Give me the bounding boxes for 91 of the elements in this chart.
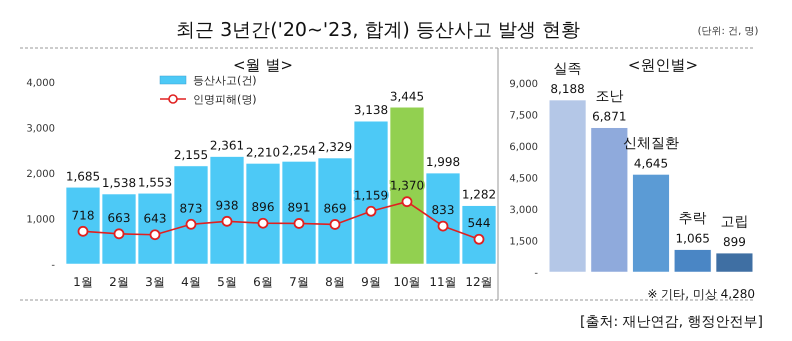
y-tick-label: 3,000 bbox=[509, 205, 538, 216]
data-label: 833 bbox=[432, 203, 454, 218]
point bbox=[186, 218, 196, 230]
x-tick-label: 8월 bbox=[325, 275, 345, 289]
point bbox=[474, 234, 484, 245]
x-tick-label: 9월 bbox=[361, 275, 381, 289]
y-tick-label: 4,000 bbox=[26, 78, 55, 89]
bar bbox=[318, 158, 352, 264]
y-tick-label: 4,500 bbox=[509, 174, 538, 184]
bar bbox=[174, 166, 208, 264]
y-tick-label: 2,000 bbox=[26, 169, 55, 180]
data-label: 899 bbox=[722, 235, 746, 250]
x-tick-label: 고립 bbox=[720, 214, 748, 230]
data-label: 1,553 bbox=[138, 175, 172, 190]
text: [출처: 재난연감, 행정안전부] bbox=[580, 314, 763, 330]
point bbox=[294, 218, 304, 229]
x-tick-label: 3월 bbox=[145, 275, 165, 289]
data-label: 1,282 bbox=[462, 188, 496, 202]
data-label: 2,254 bbox=[282, 143, 316, 158]
y-tick-label: 3,000 bbox=[26, 124, 55, 134]
data-label: 643 bbox=[144, 212, 166, 226]
point bbox=[402, 196, 412, 208]
data-label: 1,370 bbox=[390, 178, 424, 193]
bar bbox=[426, 172, 460, 264]
point bbox=[114, 228, 124, 240]
x-tick-label: 1월 bbox=[73, 275, 93, 289]
data-label: 6,871 bbox=[592, 110, 626, 124]
bar bbox=[246, 163, 280, 264]
data-label: 2,329 bbox=[318, 140, 352, 154]
data-label: 663 bbox=[108, 210, 130, 225]
data-label: 1,685 bbox=[66, 169, 100, 184]
bar bbox=[716, 252, 753, 272]
y-tick-label: 6,000 bbox=[509, 142, 538, 153]
point bbox=[366, 206, 376, 217]
bar bbox=[354, 120, 388, 264]
bar bbox=[66, 187, 100, 264]
data-label: 1,538 bbox=[102, 176, 136, 190]
x-tick-label: 실족 bbox=[554, 61, 582, 78]
y-tick-label: 9,000 bbox=[509, 79, 538, 90]
data-label: 3,445 bbox=[390, 89, 424, 104]
text: ※ 기타, 미상 4,280 bbox=[647, 287, 755, 301]
legend-label: 등산사고(건) bbox=[193, 74, 257, 87]
data-label: 2,155 bbox=[174, 148, 208, 162]
chart-subtitle: <월 별> bbox=[233, 56, 293, 74]
data-label: 896 bbox=[252, 200, 274, 214]
point bbox=[438, 220, 448, 232]
bar bbox=[282, 161, 316, 264]
legend-label: 인명피해(명) bbox=[193, 93, 257, 106]
chart-title: <원인별> bbox=[628, 56, 698, 74]
data-label: 718 bbox=[72, 208, 94, 222]
data-label: 4,645 bbox=[634, 156, 668, 170]
x-tick-label: 5월 bbox=[217, 275, 237, 289]
x-tick-label: 2월 bbox=[109, 275, 129, 289]
data-label: 873 bbox=[180, 201, 202, 216]
y-tick-label: 1,500 bbox=[509, 236, 538, 248]
y-tick-label: 7,500 bbox=[509, 110, 538, 122]
point bbox=[258, 218, 268, 229]
point bbox=[78, 226, 88, 237]
bar bbox=[632, 174, 670, 272]
y-tick-label: - bbox=[534, 268, 538, 279]
x-tick-label: 신체질환 bbox=[623, 135, 679, 152]
data-label: 2,361 bbox=[210, 138, 244, 153]
data-label: 8,188 bbox=[550, 82, 585, 96]
point bbox=[150, 229, 160, 240]
data-label: 544 bbox=[468, 216, 490, 230]
bar bbox=[674, 249, 712, 272]
x-tick-label: 6월 bbox=[253, 275, 273, 289]
point bbox=[222, 216, 232, 227]
data-label: 1,159 bbox=[354, 188, 388, 202]
data-label: 1,998 bbox=[426, 155, 460, 170]
data-label: 869 bbox=[324, 201, 346, 216]
data-label: 891 bbox=[288, 200, 310, 214]
text: (단위: 건, 명) bbox=[698, 26, 758, 37]
data-label: 3,138 bbox=[354, 103, 388, 118]
data-label: 1,065 bbox=[676, 232, 710, 246]
y-tick-label: - bbox=[51, 260, 56, 271]
x-tick-label: 4월 bbox=[181, 275, 201, 289]
x-tick-label: 11월 bbox=[429, 275, 457, 289]
x-tick-label: 조난 bbox=[595, 88, 624, 105]
data-label: 938 bbox=[216, 198, 238, 212]
bar bbox=[390, 107, 424, 264]
x-tick-label: 추락 bbox=[678, 210, 707, 227]
chart-title: 최근 3년간('20~'23, 합계) 등산사고 발생 현황 bbox=[176, 19, 580, 41]
point bbox=[330, 219, 340, 230]
data-label: 2,210 bbox=[246, 145, 280, 160]
y-tick-label: 1,000 bbox=[26, 214, 55, 226]
x-tick-label: 10월 bbox=[393, 275, 421, 289]
x-tick-label: 12월 bbox=[465, 275, 493, 289]
x-tick-label: 7월 bbox=[289, 275, 309, 289]
bar bbox=[549, 100, 586, 272]
bar bbox=[210, 156, 244, 264]
